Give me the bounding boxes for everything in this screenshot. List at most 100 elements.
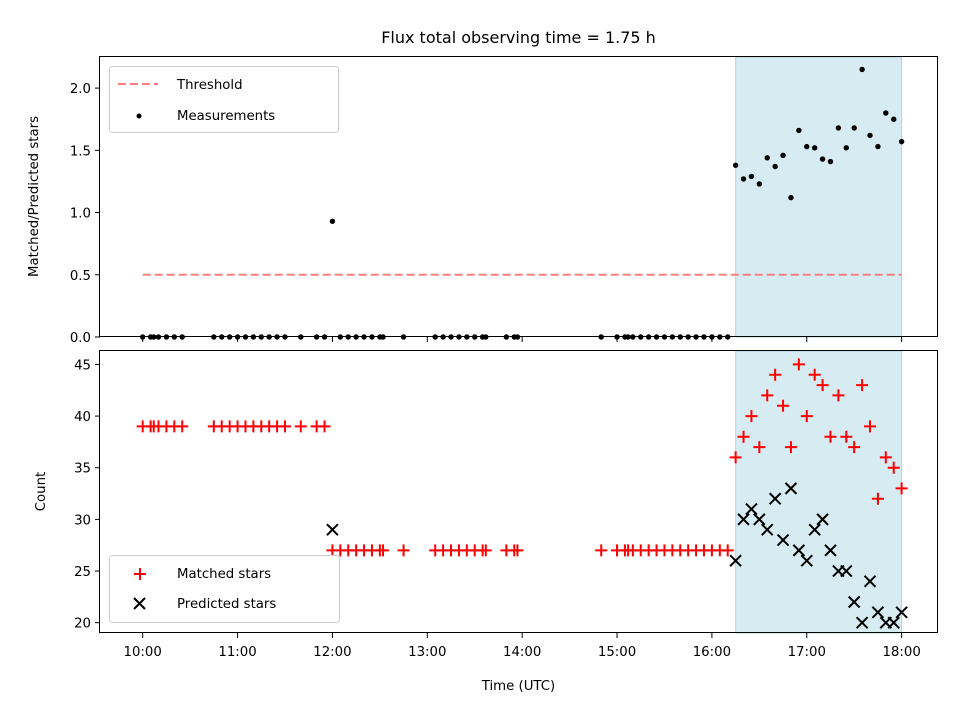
measurement-point <box>867 132 873 139</box>
predicted-star-point <box>792 544 806 557</box>
predicted-star-point <box>887 616 900 629</box>
measurement-point <box>859 66 865 73</box>
bottom-panel-legend: Matched stars Predicted stars <box>109 555 340 623</box>
predicted-star-point <box>326 523 339 536</box>
x-tick-label: 14:00 <box>503 645 541 660</box>
matched-star-point <box>895 482 908 495</box>
bottom-panel-x-ticks: 10:00 11:00 12:00 13:00 14:00 15:00 16:00 17:00… <box>124 633 921 660</box>
x-tick-label: 16:00 <box>693 645 731 660</box>
predicted-star-point <box>855 616 869 629</box>
top-panel-shaded-span <box>735 56 903 338</box>
y-tick-label: 1.5 <box>70 144 91 159</box>
matched-star-point <box>840 430 853 443</box>
matched-star-point <box>721 544 734 557</box>
predicted-star-point <box>800 554 813 567</box>
bottom-panel-ylabel: Count <box>34 472 49 512</box>
legend-measurements-swatch <box>136 113 142 119</box>
matched-star-point <box>808 368 821 381</box>
matched-star-point <box>848 441 861 454</box>
matched-star-point <box>856 379 869 392</box>
measurement-point <box>740 176 747 182</box>
matched-star-point <box>737 430 750 443</box>
measurement-point <box>898 138 905 145</box>
predicted-star-point <box>863 575 877 588</box>
measurement-point <box>780 152 786 159</box>
x-tick-label: 18:00 <box>882 645 920 660</box>
predicted-star-point <box>776 533 790 547</box>
predicted-star-point <box>840 564 853 578</box>
matched-star-point <box>761 389 774 402</box>
x-tick-label: 13:00 <box>408 645 446 660</box>
matched-star-point <box>816 379 829 392</box>
measurement-point <box>732 162 739 168</box>
x-tick-label: 15:00 <box>598 645 636 660</box>
y-tick-label: 45 <box>74 358 91 373</box>
x-tick-label: 17:00 <box>788 645 826 660</box>
matched-star-point <box>318 420 331 433</box>
predicted-star-point <box>768 492 782 505</box>
legend-predicted-swatch <box>133 597 146 610</box>
predicted-star-point <box>808 523 821 536</box>
predicted-star-point <box>745 502 758 516</box>
measurement-point <box>819 156 826 162</box>
predicted-star-point <box>761 523 774 536</box>
matched-star-point <box>294 420 307 433</box>
matched-star-point <box>879 451 892 464</box>
matched-star-point <box>800 410 813 423</box>
top-panel-legend: Threshold Measurements <box>109 66 339 133</box>
matched-star-point <box>729 451 742 464</box>
predicted-star-point <box>871 606 885 619</box>
measurement-point <box>748 173 755 180</box>
legend-threshold-label: Threshold <box>176 78 243 93</box>
measurement-point <box>891 116 897 122</box>
y-tick-label: 40 <box>74 410 91 425</box>
measurement-point <box>827 158 834 165</box>
matched-star-point <box>871 492 884 505</box>
top-panel-y-ticks: 0.0 0.5 1.0 1.5 2.0 <box>70 82 100 346</box>
matched-star-point <box>824 430 837 443</box>
matched-star-point <box>832 389 845 402</box>
legend-predicted-label: Predicted stars <box>177 597 276 612</box>
matched-star-point <box>397 544 410 557</box>
y-tick-label: 20 <box>74 617 91 632</box>
measurement-point <box>835 125 842 131</box>
matched-star-point <box>769 368 782 381</box>
measurement-point <box>875 143 881 150</box>
predicted-star-point <box>847 595 861 609</box>
measurement-point <box>811 145 818 151</box>
y-tick-label: 30 <box>74 513 91 528</box>
predicted-star-point <box>729 554 742 567</box>
matched-star-point <box>511 544 524 557</box>
bottom-panel-shaded-span <box>735 350 903 634</box>
predicted-star-point <box>784 482 798 495</box>
x-tick-label: 10:00 <box>124 645 162 660</box>
legend-measurements-label: Measurements <box>177 109 275 124</box>
matched-star-point <box>595 544 608 557</box>
top-panel-frame <box>99 56 938 337</box>
y-tick-label: 1.0 <box>70 207 91 222</box>
x-tick-label: 12:00 <box>313 645 351 660</box>
top-panel-x-ticks <box>142 337 903 342</box>
measurement-point <box>756 181 763 187</box>
measurement-point <box>796 127 802 134</box>
predicted-star-point <box>753 513 766 526</box>
y-tick-label: 2.0 <box>70 82 91 97</box>
measurement-point <box>788 194 794 201</box>
x-axis-label: Time (UTC) <box>481 679 556 694</box>
matched-star-point <box>176 420 189 433</box>
matched-star-point <box>864 420 877 433</box>
matched-star-point <box>887 461 900 474</box>
measurement-point <box>329 218 336 224</box>
bottom-panel: 20 25 30 35 40 45 10:00 11:00 12:00 13:00 14:00 15… <box>34 350 938 694</box>
matched-star-point <box>377 544 390 557</box>
predicted-star-point <box>824 544 837 557</box>
y-tick-label: 35 <box>74 462 91 477</box>
matched-star-point <box>745 410 758 423</box>
matched-star-point <box>784 441 797 454</box>
bottom-legend-box <box>109 555 340 623</box>
predicted-star-point <box>816 513 829 526</box>
measurement-point <box>772 163 778 170</box>
measurement-point <box>851 125 857 131</box>
top-panel: 0.00.51.01.52.0 Matched/Predicted stars … <box>27 56 938 346</box>
